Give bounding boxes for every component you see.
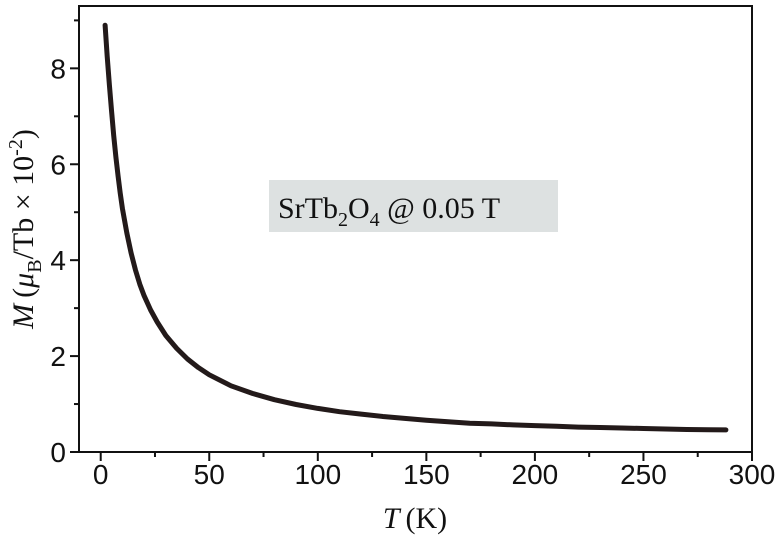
- y-axis-close: ): [7, 129, 40, 139]
- annotation-sub-2: 4: [370, 209, 380, 231]
- x-tick-label: 150: [403, 459, 450, 490]
- y-axis-mu: μ: [7, 273, 40, 289]
- y-axis-middle: /Tb × 10: [7, 156, 40, 260]
- y-axis-symbol: M: [7, 302, 40, 330]
- annotation-part-2: O: [348, 192, 370, 225]
- annotation-part-1: SrTb: [278, 192, 338, 225]
- y-axis-title: M (μB/Tb × 10-2): [5, 129, 46, 330]
- y-axis-exp: -2: [5, 139, 27, 156]
- annotation-part-3: @ 0.05 T: [380, 192, 500, 225]
- y-tick-label: 0: [50, 437, 66, 468]
- x-tick-label: 0: [93, 459, 109, 490]
- y-axis-open: (: [7, 288, 40, 298]
- x-tick-label: 50: [194, 459, 225, 490]
- x-tick-label: 300: [729, 459, 776, 490]
- x-tick-label: 100: [294, 459, 341, 490]
- x-axis-unit: (K): [406, 502, 448, 535]
- y-tick-label: 4: [50, 245, 66, 276]
- annotation-label: SrTb2O4 @ 0.05 T: [278, 192, 500, 231]
- y-tick-label: 8: [50, 53, 66, 84]
- annotation-background: [269, 180, 558, 232]
- annotation-box: SrTb2O4 @ 0.05 T: [269, 180, 558, 232]
- x-axis-symbol: T: [383, 502, 402, 535]
- annotation-sub-1: 2: [338, 209, 348, 231]
- magnetization-curve: [102, 22, 729, 433]
- x-axis-title: T (K): [383, 502, 447, 535]
- tick-marks: [70, 19, 753, 461]
- x-tick-label: 200: [512, 459, 559, 490]
- y-tick-label: 2: [50, 341, 66, 372]
- y-tick-label: 6: [50, 149, 66, 180]
- y-axis-mu-sub: B: [24, 259, 46, 272]
- plot-frame: [78, 5, 753, 453]
- x-tick-label: 250: [620, 459, 667, 490]
